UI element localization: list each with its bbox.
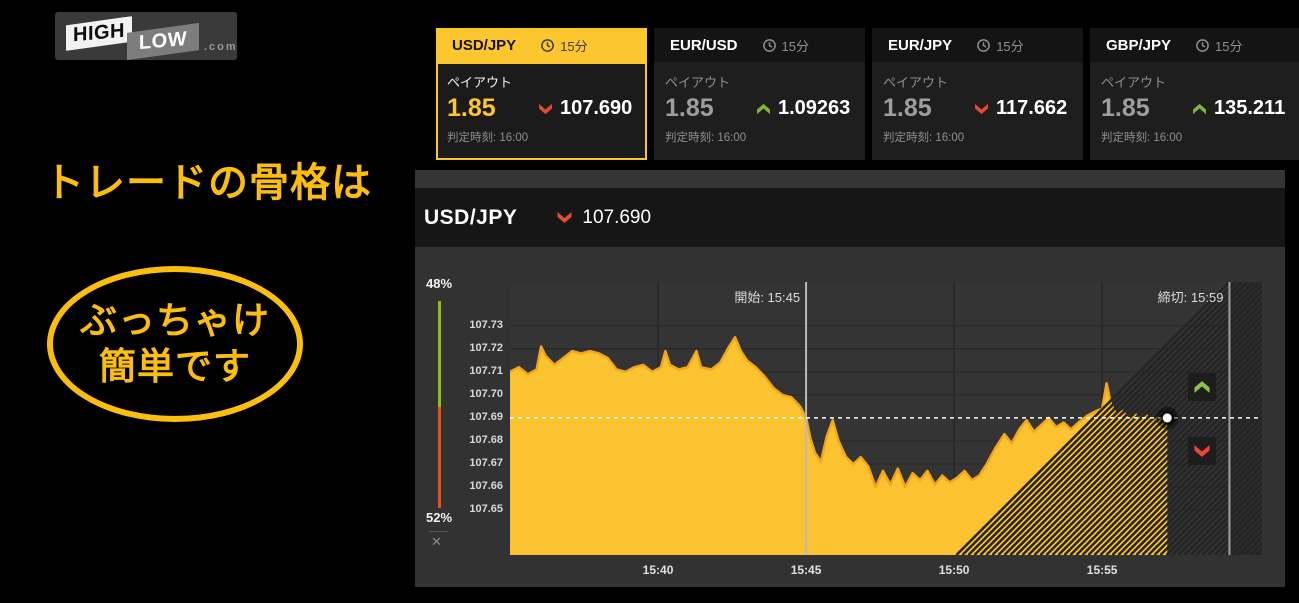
start-time-label: 開始: 15:45: [734, 290, 801, 305]
deadline-time-label: 締切: 15:59: [1157, 290, 1224, 305]
tab-eur-usd-body[interactable]: ペイアウト 1.85 1.09263 判定時刻: 16:00: [654, 62, 865, 160]
tab-eur-jpy[interactable]: EUR/JPY 15分 ペイアウト 1.85 117.662 判定時刻: 16:…: [872, 28, 1083, 160]
clock-icon: [1195, 38, 1210, 53]
chart-panel: 48% 52% ✕ 107.73 107.72 107.71 107.70 107.69…: [415, 247, 1285, 587]
duration: 15分: [976, 36, 1024, 55]
tab-gbp-jpy[interactable]: GBP/JPY 15分 ペイアウト 1.85 135.211 判定時刻: 16:…: [1090, 28, 1299, 160]
tab-eur-usd[interactable]: EUR/USD 15分 ペイアウト 1.85 1.09263 判定時刻: 16:…: [654, 28, 865, 160]
up-arrow-icon: [1192, 103, 1207, 115]
pair-label: EUR/USD: [670, 36, 738, 54]
tab-gbp-jpy-header[interactable]: GBP/JPY 15分: [1090, 28, 1299, 62]
y-axis-tick: 107.73: [469, 318, 503, 331]
y-axis-tick: 107.65: [469, 503, 503, 516]
tab-eur-jpy-body[interactable]: ペイアウト 1.85 117.662 判定時刻: 16:00: [872, 62, 1083, 160]
tab-eur-usd-header[interactable]: EUR/USD 15分: [654, 28, 865, 62]
y-axis-tick: 107.68: [469, 433, 503, 446]
up-arrow-icon: [756, 103, 771, 115]
y-axis-tick: 107.67: [469, 457, 503, 469]
payout-value: 1.85: [447, 94, 496, 122]
rate-value: 107.690: [560, 97, 633, 119]
chart-pair-title: USD/JPY: [424, 205, 518, 229]
expiry-time: 判定時刻: 16:00: [883, 132, 965, 144]
sentiment-high-percent: 48%: [425, 276, 453, 291]
divider-strip: [415, 170, 1285, 188]
logo-low-ribbon: LOW: [127, 23, 199, 60]
x-axis-tick: 15:45: [790, 563, 822, 577]
duration: 15分: [1195, 36, 1243, 55]
rate-value: 117.662: [996, 97, 1068, 119]
clock-icon: [540, 38, 555, 53]
logo-low-text: LOW: [138, 27, 188, 55]
x-axis-tick: 15:50: [938, 563, 970, 577]
duration: 15分: [762, 36, 809, 55]
down-arrow-icon: [974, 103, 989, 115]
price-chart: 開始: 15:45 締切: 15:59: [510, 282, 1262, 555]
duration-label: 15分: [1215, 38, 1243, 54]
low-trade-button[interactable]: [1188, 437, 1216, 465]
chart-current-price: 107.690: [582, 206, 652, 228]
y-axis-tick: 107.71: [469, 364, 503, 377]
expiry-time: 判定時刻: 16:00: [665, 132, 747, 144]
promo-oval-line2: 簡単です: [99, 346, 251, 387]
rate-value: 1.09263: [778, 97, 851, 119]
down-arrow-icon: [556, 211, 573, 224]
pair-label: GBP/JPY: [1106, 36, 1172, 54]
close-icon[interactable]: ✕: [431, 534, 442, 549]
tab-usd-jpy[interactable]: USD/JPY 15分 ペイアウト 1.85 107.690 判定時刻: 16:…: [436, 28, 647, 160]
promo-oval: ぶっちゃけ 簡単です: [47, 266, 303, 422]
tab-gbp-jpy-body[interactable]: ペイアウト 1.85 135.211 判定時刻: 16:00: [1090, 62, 1299, 160]
logo-com-text: .com: [204, 41, 238, 53]
pair-label: EUR/JPY: [888, 36, 953, 54]
payout-value: 1.85: [1101, 94, 1150, 122]
logo-high-ribbon: HIGH: [66, 16, 132, 51]
promo-headline: トレードの骨格は: [44, 161, 372, 205]
tab-usd-jpy-header[interactable]: USD/JPY 15分: [436, 28, 647, 62]
clock-icon: [976, 38, 991, 53]
y-axis-tick: 107.69: [469, 410, 503, 423]
payout-value: 1.85: [665, 94, 714, 122]
x-axis-tick: 15:40: [642, 563, 674, 577]
sentiment-gauge-low: [438, 407, 441, 508]
promo-oval-line1: ぶっちゃけ: [80, 299, 270, 341]
y-axis-tick: 107.66: [469, 480, 503, 493]
chart-header: USD/JPY 107.690: [415, 188, 1285, 247]
duration-label: 15分: [781, 38, 809, 54]
clock-icon: [762, 38, 777, 53]
payout-value: 1.85: [883, 94, 932, 122]
high-trade-button[interactable]: [1188, 373, 1216, 401]
down-arrow-icon: [538, 103, 553, 115]
expiry-time: 判定時刻: 16:00: [1101, 132, 1183, 144]
asset-tabs: USD/JPY 15分 ペイアウト 1.85 107.690 判定時刻: 16:…: [436, 28, 1299, 160]
x-axis-tick: 15:55: [1086, 563, 1118, 577]
sentiment-divider: [429, 531, 448, 532]
logo-high-text: HIGH: [73, 19, 125, 47]
duration-label: 15分: [996, 38, 1024, 54]
payout-label: ペイアウト: [447, 75, 513, 90]
sentiment-gauge-high: [438, 301, 441, 407]
y-axis-tick: 107.70: [469, 387, 503, 400]
expiry-time: 判定時刻: 16:00: [447, 132, 529, 144]
payout-label: ペイアウト: [883, 75, 949, 90]
duration-label: 15分: [560, 38, 588, 54]
highlow-logo: HIGH LOW .com: [55, 12, 237, 60]
payout-label: ペイアウト: [665, 75, 731, 90]
duration: 15分: [540, 36, 588, 55]
tab-usd-jpy-body[interactable]: ペイアウト 1.85 107.690 判定時刻: 16:00: [436, 62, 647, 160]
payout-label: ペイアウト: [1101, 75, 1167, 90]
tab-eur-jpy-header[interactable]: EUR/JPY 15分: [872, 28, 1083, 62]
y-axis-tick: 107.72: [469, 341, 503, 354]
pair-label: USD/JPY: [452, 36, 517, 54]
sentiment-low-percent: 52%: [425, 510, 453, 525]
rate-value: 135.211: [1214, 97, 1286, 119]
